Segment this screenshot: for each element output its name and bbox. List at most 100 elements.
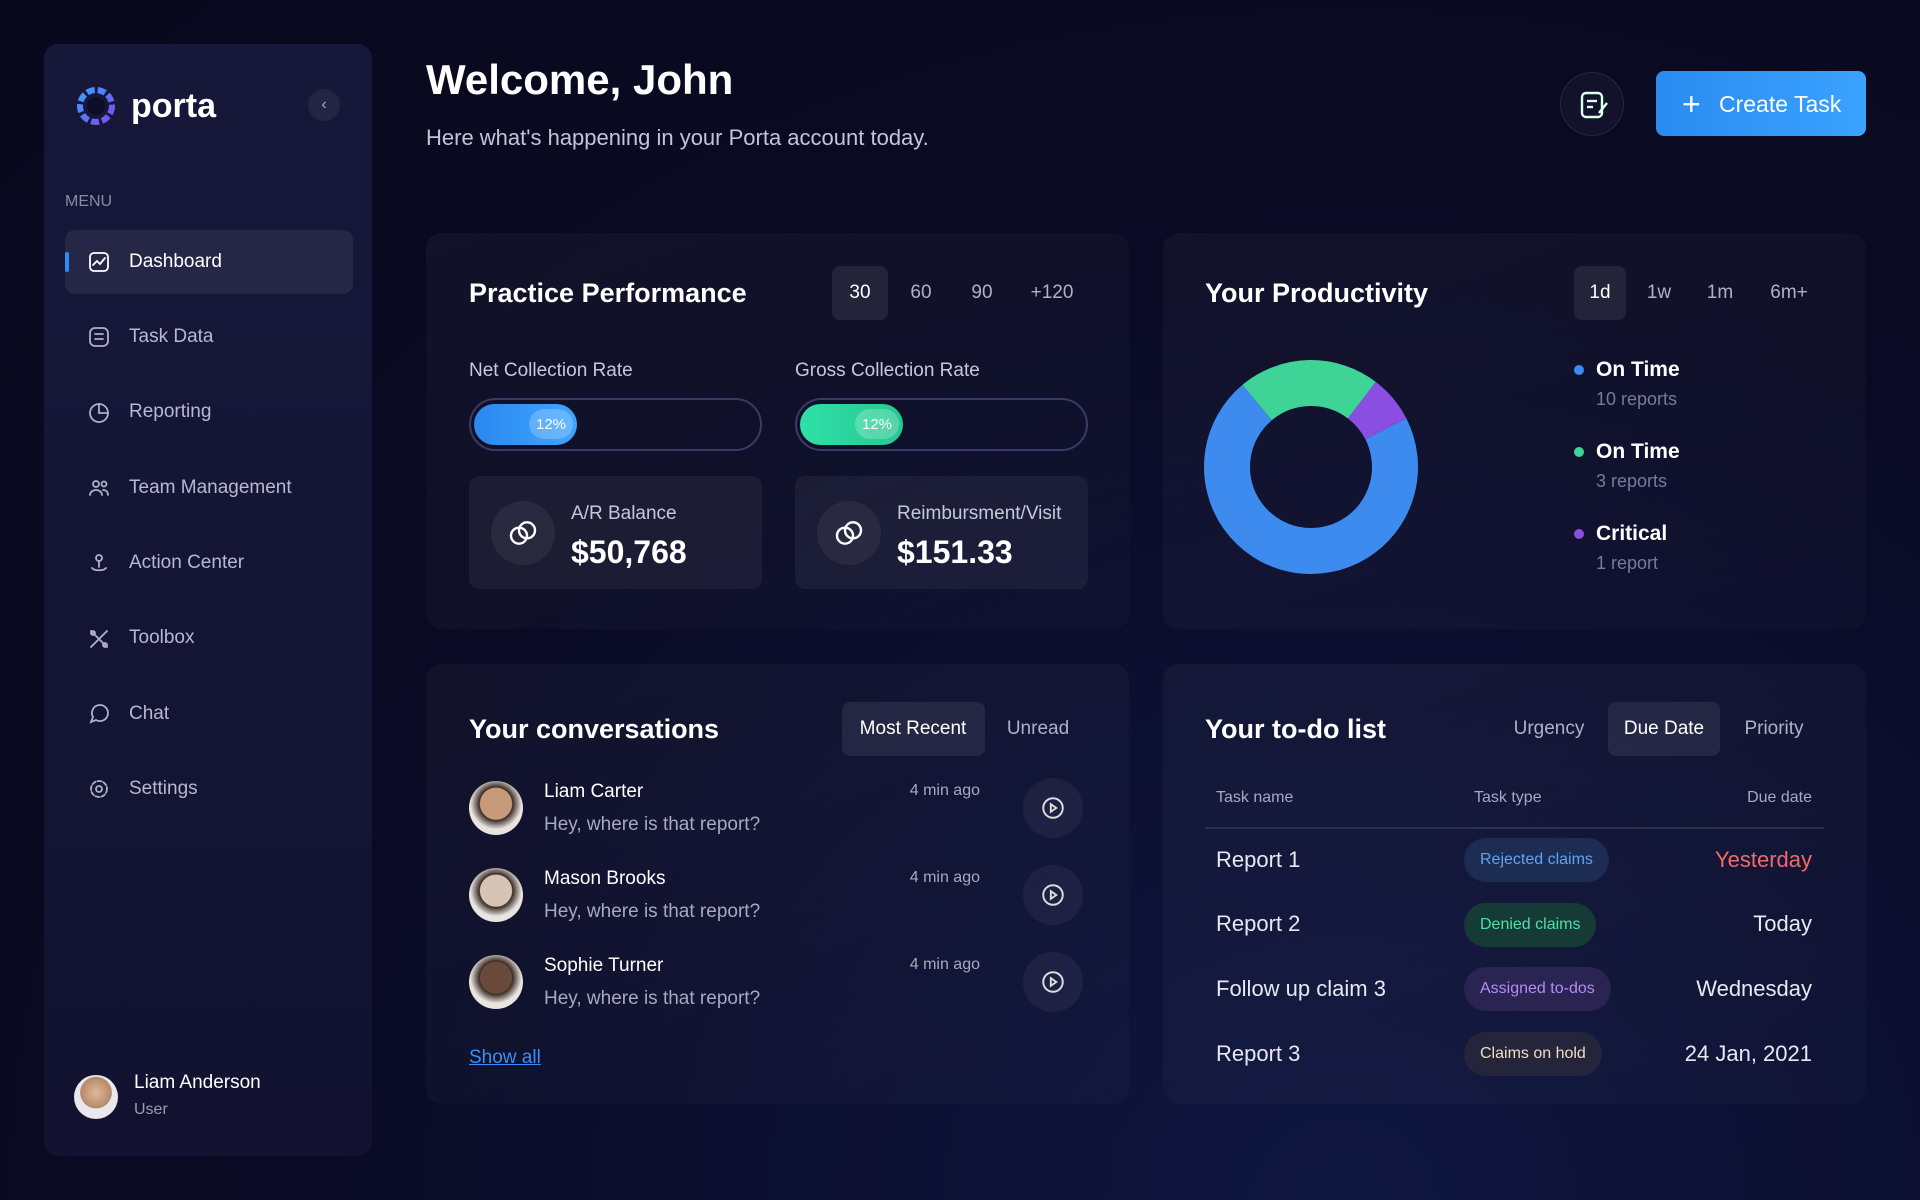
donut-segment <box>1347 381 1407 441</box>
conversation-name: Mason Brooks <box>544 867 666 889</box>
legend-count: 1 report <box>1596 553 1659 574</box>
legend-count: 3 reports <box>1596 471 1668 492</box>
rate-label: Net Collection Rate <box>469 359 633 381</box>
stat-icon-bg <box>817 501 881 565</box>
menu-item-label: Action Center <box>129 551 245 573</box>
task-type-badge: Denied claims <box>1464 902 1597 947</box>
menu-item[interactable] <box>65 230 353 294</box>
todo-column: Task name <box>1216 788 1294 806</box>
legend-name: On Time <box>1596 440 1680 464</box>
tab[interactable]: Most Recent <box>859 717 967 739</box>
notes-button[interactable] <box>1560 72 1624 136</box>
tab[interactable]: 1w <box>1646 281 1672 303</box>
brand-logo <box>77 87 115 125</box>
conversation-avatar <box>469 781 523 835</box>
conversation-time: 4 min ago <box>909 781 980 799</box>
task-type-badge: Claims on hold <box>1464 1032 1602 1077</box>
todo-due-date: Wednesday <box>1696 976 1812 1001</box>
menu-item-label: Task Data <box>129 326 214 347</box>
play-button[interactable] <box>1023 952 1083 1012</box>
tab[interactable]: 60 <box>910 281 932 303</box>
stat-icon-bg <box>491 501 555 565</box>
rate-label: Gross Collection Rate <box>795 359 980 381</box>
notes-icon <box>1580 91 1608 119</box>
conversation-avatar <box>469 868 523 922</box>
tab[interactable]: +120 <box>1030 281 1074 303</box>
conversation-time: 4 min ago <box>909 955 980 973</box>
legend-dot <box>1574 529 1584 539</box>
productivity-title: Your Productivity <box>1205 278 1429 308</box>
conversation-message: Hey, where is that report? <box>544 900 761 922</box>
legend-count: 10 reports <box>1596 389 1678 410</box>
todo-task-name: Report 1 <box>1216 846 1301 872</box>
legend-name: Critical <box>1596 522 1668 546</box>
rate-value: 12% <box>535 415 567 433</box>
tab[interactable]: 1d <box>1589 281 1611 303</box>
user-avatar <box>74 1075 118 1119</box>
user-role: User <box>134 1101 168 1118</box>
task-type-badge: Assigned to-dos <box>1464 967 1611 1012</box>
todo-divider <box>1205 827 1824 829</box>
stat-value: $151.33 <box>897 533 1013 570</box>
stat-value: $50,768 <box>571 533 687 570</box>
play-icon <box>1040 969 1066 995</box>
collapse-button[interactable]: ‹ <box>308 89 340 121</box>
tab[interactable]: Priority <box>1744 717 1804 739</box>
user-name: Liam Anderson <box>134 1072 261 1093</box>
tab[interactable]: 90 <box>971 281 993 303</box>
menu-icon <box>87 325 111 349</box>
page-title: Welcome, John <box>426 56 734 103</box>
create-task-button[interactable] <box>1656 71 1866 136</box>
tab[interactable]: Due Date <box>1623 717 1705 739</box>
page-subtitle: Here what's happening in your Porta acco… <box>426 125 929 150</box>
menu-icon <box>87 476 111 500</box>
donut-segment <box>1242 360 1376 421</box>
play-button[interactable] <box>1023 865 1083 925</box>
todo-task-name: Follow up claim 3 <box>1216 976 1386 1001</box>
tab[interactable]: 6m+ <box>1770 281 1808 303</box>
rate-pill <box>855 409 899 439</box>
todo-column: Due date <box>1747 788 1812 806</box>
menu-item-label: Team Management <box>129 476 292 498</box>
menu-item-label: Settings <box>129 777 198 799</box>
create-task-plus: + <box>1682 86 1701 122</box>
rate-track <box>469 398 762 451</box>
todo-column: Task type <box>1474 788 1542 806</box>
rate-value: 12% <box>861 415 893 433</box>
stat-icon <box>507 517 539 549</box>
stat-icon <box>833 517 865 549</box>
conversations-title: Your conversations <box>469 714 720 744</box>
todo-due-date: Today <box>1753 911 1812 937</box>
todo-card <box>1163 664 1866 1104</box>
menu-item-label: Toolbox <box>129 627 195 649</box>
sidebar <box>44 44 372 1156</box>
stat-label: Reimbursment/Visit <box>897 502 1062 524</box>
menu-icon <box>87 401 111 425</box>
rate-track <box>795 398 1088 451</box>
conversation-avatar <box>469 955 523 1009</box>
legend-dot <box>1574 447 1584 457</box>
menu-icon <box>87 702 111 726</box>
conversation-message: Hey, where is that report? <box>544 987 761 1009</box>
tab-active-bg <box>1574 266 1626 320</box>
practice-performance-title: Practice Performance <box>469 278 747 308</box>
rate-pill <box>529 409 573 439</box>
conversations-card <box>426 664 1129 1104</box>
tab-active-bg <box>841 702 985 756</box>
menu-icon <box>87 777 111 801</box>
tab[interactable]: Unread <box>1006 717 1070 739</box>
todo-due-date: 24 Jan, 2021 <box>1684 1040 1812 1066</box>
tab[interactable]: 30 <box>849 281 871 303</box>
play-button[interactable] <box>1023 778 1083 838</box>
menu-active-indicator <box>65 252 69 272</box>
tab[interactable]: Urgency <box>1513 717 1585 739</box>
create-task-label: Create Task <box>1719 91 1842 117</box>
brand-name: porta <box>131 87 216 125</box>
stat-label: A/R Balance <box>571 502 677 524</box>
menu-icon <box>87 627 111 651</box>
rate-fill <box>474 404 577 445</box>
todo-task-name: Report 2 <box>1216 911 1301 937</box>
tab[interactable]: 1m <box>1706 281 1734 303</box>
show-all-link[interactable]: Show all <box>469 1047 541 1068</box>
conversation-time: 4 min ago <box>909 868 980 886</box>
